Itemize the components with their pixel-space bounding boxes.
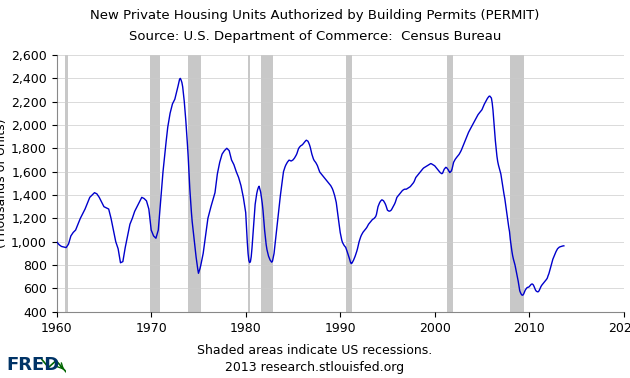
Text: New Private Housing Units Authorized by Building Permits (PERMIT): New Private Housing Units Authorized by … [90,9,540,22]
Bar [261,55,273,312]
Bar [248,55,251,312]
Text: 2013 research.stlouisfed.org: 2013 research.stlouisfed.org [226,361,404,374]
Bar [188,55,201,312]
Text: FRED: FRED [6,356,60,374]
Bar [151,55,160,312]
Bar [510,55,524,312]
Bar [66,55,68,312]
Bar [447,55,453,312]
Text: Source: U.S. Department of Commerce:  Census Bureau: Source: U.S. Department of Commerce: Cen… [129,30,501,43]
Bar [346,55,352,312]
Y-axis label: (Thousands of Units): (Thousands of Units) [0,119,8,248]
Text: Shaded areas indicate US recessions.: Shaded areas indicate US recessions. [197,344,433,357]
